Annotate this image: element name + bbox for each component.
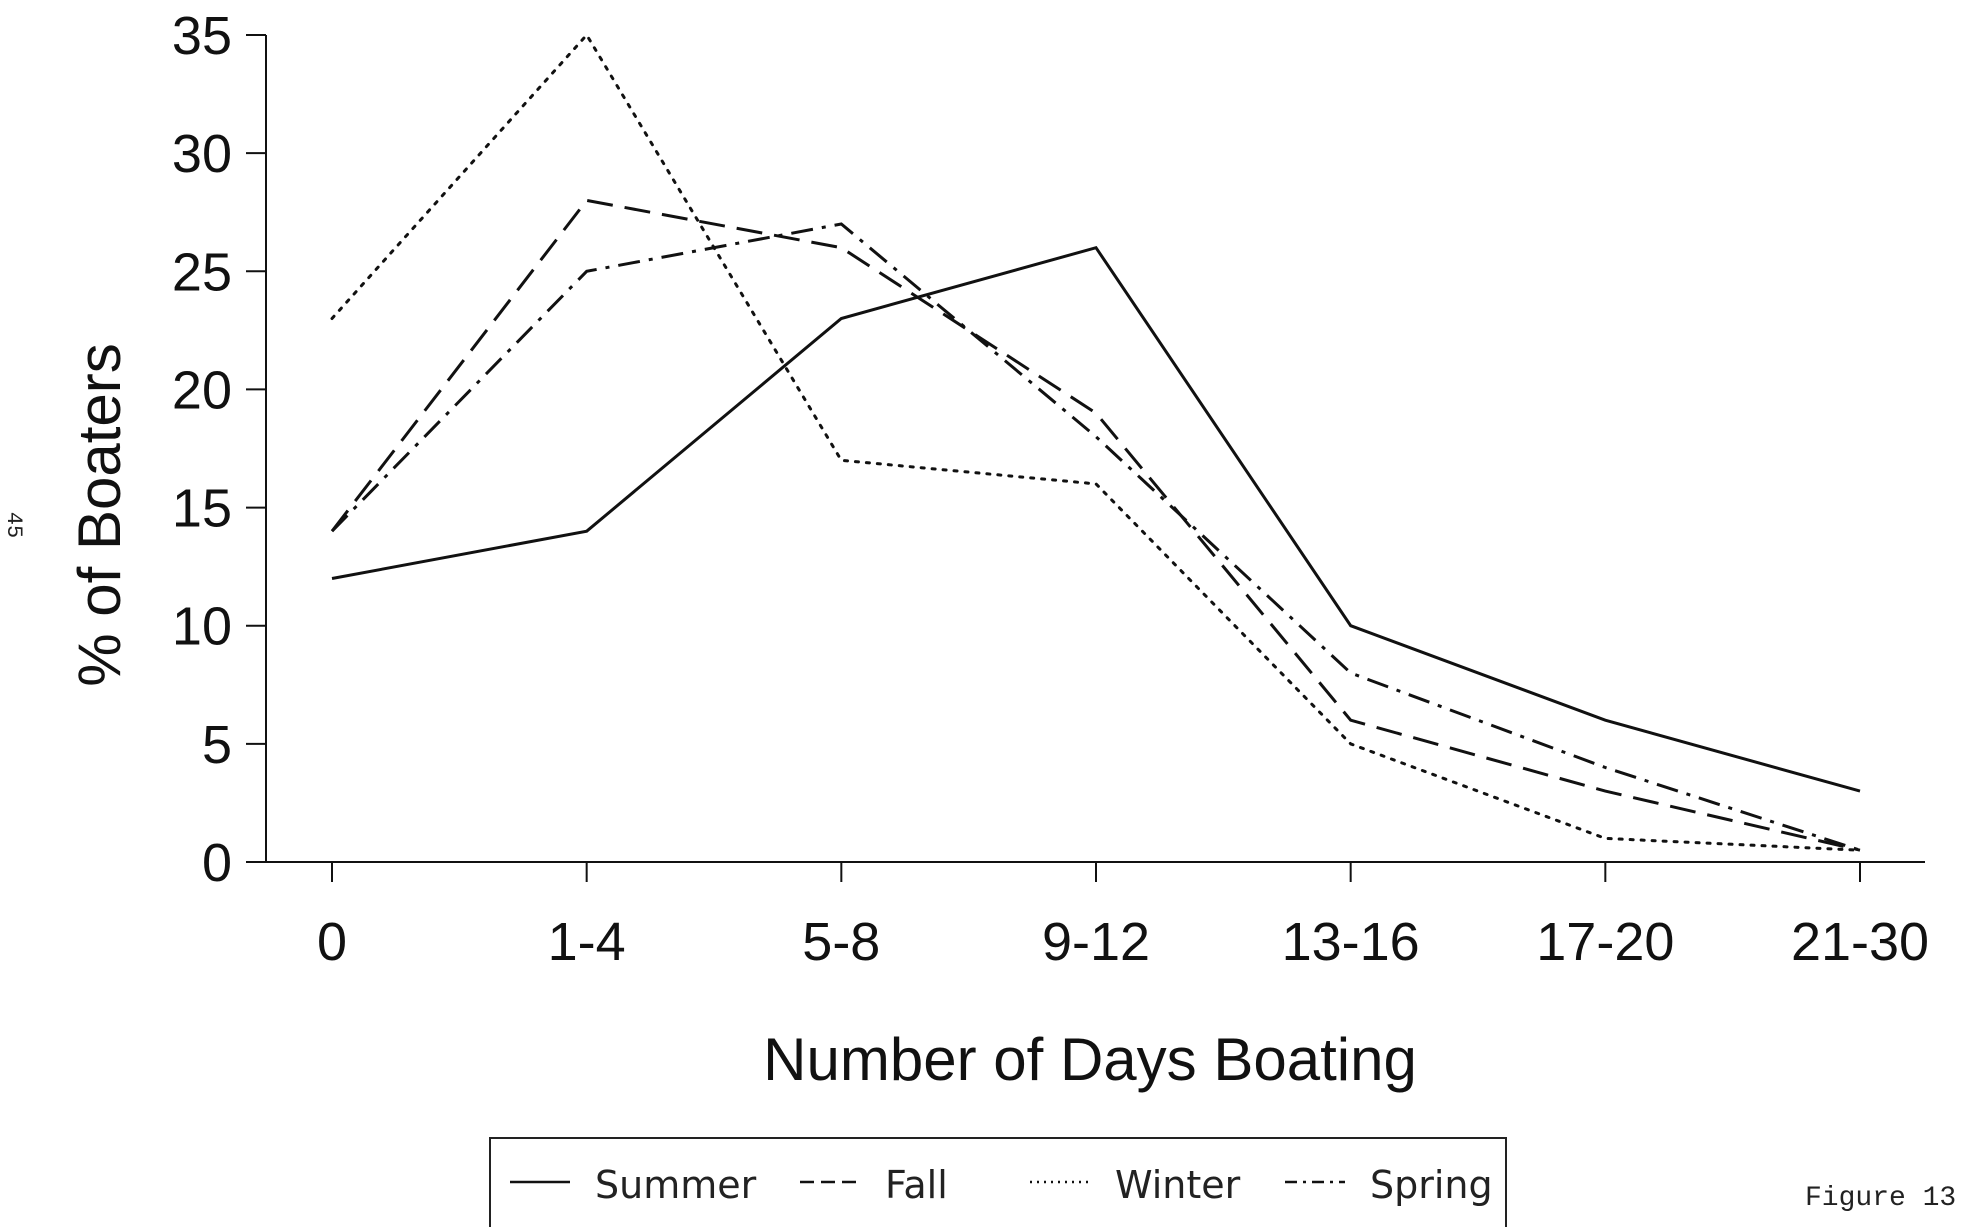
- series-line-winter: [330, 32, 1862, 852]
- y-tick-label: 15: [172, 479, 232, 539]
- legend: Summer Fall Winter Spring: [489, 1137, 1507, 1227]
- series-line-fall: [330, 198, 1861, 852]
- x-tick-label: 5-8: [802, 912, 880, 972]
- x-tick-label: 9-12: [1042, 912, 1150, 972]
- y-tick-label: 0: [202, 833, 232, 893]
- legend-label-winter: Winter: [1115, 1163, 1241, 1207]
- x-axis-title: Number of Days Boating: [763, 1026, 1417, 1093]
- y-tick-label: 20: [172, 360, 232, 420]
- x-tick-label: 1-4: [548, 912, 626, 972]
- legend-label-spring: Spring: [1370, 1163, 1493, 1207]
- y-axis: 0 5 10 15 20 25 30 35: [172, 6, 267, 893]
- series-layer: [330, 32, 1862, 852]
- y-tick-label: 30: [172, 124, 232, 184]
- legend-box: [489, 1137, 1507, 1227]
- x-tick-label: 0: [317, 912, 347, 972]
- series-line-summer: [331, 245, 1861, 793]
- y-tick-label: 35: [172, 6, 232, 66]
- x-axis: 0 1-4 5-8 9-12 13-16 17-20 21-30: [266, 861, 1929, 972]
- series-line-spring: [330, 222, 1861, 852]
- y-axis-title: % of Boaters: [66, 343, 133, 687]
- x-tick-label: 21-30: [1791, 912, 1929, 972]
- y-tick-label: 25: [172, 242, 232, 302]
- y-tick-label: 10: [172, 597, 232, 657]
- x-tick-label: 17-20: [1536, 912, 1674, 972]
- legend-label-fall: Fall: [885, 1163, 948, 1207]
- figure-caption: Figure 13: [1805, 1183, 1956, 1214]
- legend-label-summer: Summer: [595, 1163, 757, 1207]
- x-tick-label: 13-16: [1282, 912, 1420, 972]
- y-tick-label: 5: [202, 715, 232, 775]
- side-page-number: 45: [1, 512, 26, 538]
